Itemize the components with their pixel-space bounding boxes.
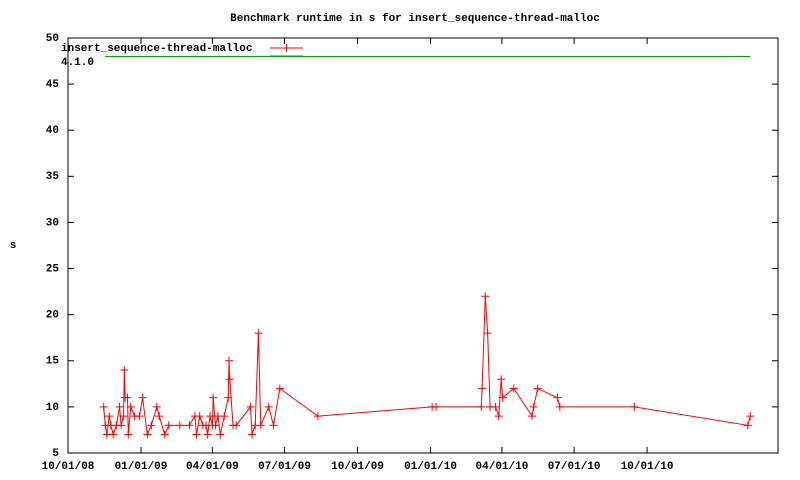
point-marker xyxy=(248,430,257,439)
point-marker xyxy=(220,412,229,421)
point-marker xyxy=(105,412,114,421)
point-marker xyxy=(477,402,486,411)
y-axis-label: s xyxy=(10,240,17,252)
x-tick-label: 04/01/09 xyxy=(186,461,239,473)
point-marker xyxy=(115,402,124,411)
point-marker xyxy=(126,402,135,411)
point-marker xyxy=(206,412,214,421)
x-tick-label: 10/01/08 xyxy=(42,461,95,473)
point-marker xyxy=(494,412,503,421)
y-tick-label: 35 xyxy=(46,171,60,183)
point-marker xyxy=(124,430,133,439)
point-marker xyxy=(275,384,284,393)
point-marker xyxy=(138,393,147,402)
x-tick-label: 01/01/10 xyxy=(404,461,457,473)
legend-label: insert_sequence-thread-malloc xyxy=(61,43,252,55)
point-marker xyxy=(109,430,118,439)
y-tick-label: 15 xyxy=(46,356,60,368)
point-marker xyxy=(553,393,562,402)
point-marker xyxy=(99,402,108,411)
x-tick-label: 10/01/10 xyxy=(621,461,674,473)
point-marker xyxy=(254,329,263,338)
point-marker xyxy=(117,421,126,430)
point-marker xyxy=(432,402,441,411)
legend-marker xyxy=(282,44,291,52)
x-tick-label: 07/01/09 xyxy=(258,461,311,473)
point-marker xyxy=(529,402,538,411)
point-marker xyxy=(232,421,241,430)
point-marker xyxy=(209,393,218,402)
point-marker xyxy=(478,384,487,393)
point-marker xyxy=(746,412,755,421)
y-tick-label: 10 xyxy=(46,402,59,414)
x-tick-label: 07/01/10 xyxy=(548,461,601,473)
point-marker xyxy=(147,421,156,430)
point-marker xyxy=(123,393,132,402)
point-marker xyxy=(225,356,234,365)
point-marker xyxy=(555,402,564,411)
point-marker xyxy=(152,402,161,411)
x-tick-label: 01/01/09 xyxy=(115,461,168,473)
y-tick-label: 45 xyxy=(46,79,60,91)
legend-label: 4.1.0 xyxy=(61,57,94,69)
point-marker xyxy=(481,292,490,301)
chart-title: Benchmark runtime in s for insert_sequen… xyxy=(230,13,600,25)
point-marker xyxy=(175,421,184,430)
point-marker xyxy=(743,421,752,430)
y-tick-label: 20 xyxy=(46,310,59,322)
point-marker xyxy=(211,421,220,430)
point-marker xyxy=(483,329,492,338)
point-marker xyxy=(192,430,201,439)
point-marker xyxy=(313,412,322,421)
point-marker xyxy=(509,384,518,393)
point-marker xyxy=(155,412,164,421)
y-tick-label: 30 xyxy=(46,217,59,229)
point-marker xyxy=(498,393,507,402)
point-marker xyxy=(256,421,265,430)
point-marker xyxy=(135,412,144,421)
x-tick-label: 04/01/10 xyxy=(476,461,529,473)
point-marker xyxy=(216,430,225,439)
point-marker xyxy=(185,421,194,430)
point-marker xyxy=(269,421,278,430)
y-tick-label: 50 xyxy=(46,33,59,45)
point-marker xyxy=(528,412,537,421)
point-marker xyxy=(120,366,129,374)
plot-border xyxy=(67,37,779,454)
y-tick-label: 5 xyxy=(52,448,59,460)
point-marker xyxy=(143,430,152,439)
point-marker xyxy=(224,393,233,402)
point-marker xyxy=(264,402,273,411)
y-tick-label: 40 xyxy=(46,125,59,137)
point-marker xyxy=(195,412,204,421)
point-marker xyxy=(497,375,506,384)
point-marker xyxy=(164,421,173,430)
point-marker xyxy=(491,402,500,411)
point-marker xyxy=(225,375,234,384)
point-marker xyxy=(246,402,255,411)
point-marker xyxy=(160,430,169,439)
point-marker xyxy=(630,402,639,411)
point-marker xyxy=(203,430,212,439)
x-tick-label: 10/01/09 xyxy=(331,461,384,473)
y-tick-label: 25 xyxy=(46,263,60,275)
point-marker xyxy=(119,412,128,421)
point-marker xyxy=(533,384,542,393)
